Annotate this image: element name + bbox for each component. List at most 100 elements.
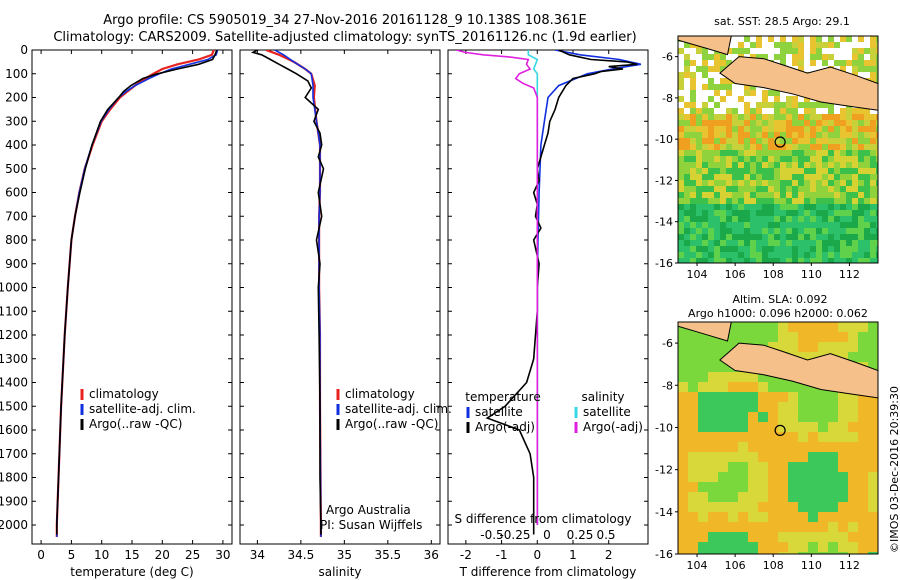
map-cell [708,542,718,552]
map-cell [804,48,810,54]
map-cell [774,228,780,234]
map-cell [744,36,750,42]
map-cell [858,180,864,186]
map-cell [702,84,708,90]
map-cell [828,552,838,554]
x-tick-label: 34 [250,548,265,562]
map-cell [834,162,840,168]
map-cell [696,162,702,168]
map-cell [756,258,762,263]
map-cell [732,120,738,126]
map-cell [818,482,828,492]
map-cell [808,452,818,462]
map-cell [738,258,744,263]
map-cell [690,132,696,138]
map-cell [840,138,846,144]
map-cell [774,234,780,240]
map-cell [788,552,798,554]
map-cell [798,96,804,102]
map-cell [708,216,714,222]
map-cell [720,144,726,150]
map-cell [834,120,840,126]
map-cell [756,138,762,144]
map-cell [798,48,804,54]
map-cell [846,198,852,204]
map-cell [870,204,876,210]
map-cell [804,36,810,42]
map-cell [780,198,786,204]
map-cell [846,240,852,246]
map-cell [858,532,868,542]
map-cell [708,168,714,174]
map-cell [696,246,702,252]
map-cell [858,198,864,204]
map-cell [778,462,788,472]
map-cell [840,60,846,66]
y-tick-label: 1200 [0,328,28,342]
map-x-tick-label: 110 [801,268,822,281]
map-cell [708,382,718,392]
map-cell [846,60,852,66]
map-cell [758,452,768,462]
map-cell [798,542,808,552]
map-cell [786,42,792,48]
map-cell [788,322,798,332]
map-cell [750,84,756,90]
map-cell [750,240,756,246]
map-cell [780,222,786,228]
map-cell [758,482,768,492]
map-cell [868,362,878,372]
map-cell [798,60,804,66]
map-cell [708,156,714,162]
map-cell [774,102,780,108]
map-cell [714,126,720,132]
map-cell [756,204,762,210]
map-cell [774,198,780,204]
map-cell [774,204,780,210]
map-cell [698,412,708,422]
map-cell [780,168,786,174]
argo-position-marker [774,136,786,148]
map-cell [728,482,738,492]
map-cell [684,102,690,108]
map-cell [684,234,690,240]
map-cell [702,210,708,216]
map-cell [718,522,728,532]
map-cell [858,332,868,342]
map-cell [778,332,788,342]
map-cell [732,54,738,60]
map-cell [690,252,696,258]
map-cell [858,108,864,114]
map-cell [828,234,834,240]
map-cell [762,150,768,156]
map-cell [768,54,774,60]
map-cell [828,120,834,126]
map-cell [684,210,690,216]
map-cell [846,120,852,126]
map-cell [714,174,720,180]
map-cell [678,402,688,412]
map-cell [720,66,726,72]
map-cell [818,472,828,482]
map-cell [688,352,698,362]
map-cell [774,144,780,150]
map-cell [804,192,810,198]
map-cell [798,552,808,554]
map-cell [868,552,878,554]
map-cell [678,78,684,84]
y-tick-label: 1400 [0,376,28,390]
map-cell [726,126,732,132]
map-cell [848,332,858,342]
map-cell [698,442,708,452]
map-cell [684,54,690,60]
map-cell [688,392,698,402]
map-cell [690,240,696,246]
map-cell [846,210,852,216]
map-cell [822,126,828,132]
map-cell [698,502,708,512]
map-cell [868,422,878,432]
map-cell [748,502,758,512]
map-cell [870,234,876,240]
map-cell [828,222,834,228]
map-cell [732,192,738,198]
